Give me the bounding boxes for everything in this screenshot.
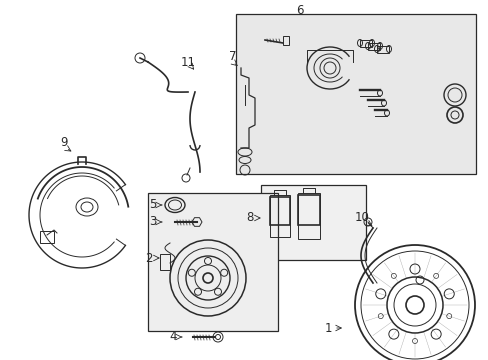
Bar <box>236 14 475 174</box>
Text: 6: 6 <box>296 4 303 17</box>
Bar <box>283 36 288 45</box>
Text: 1: 1 <box>324 321 331 334</box>
Bar <box>269 197 289 225</box>
Text: 7: 7 <box>229 50 236 63</box>
Bar <box>269 195 289 237</box>
Bar <box>261 185 365 260</box>
Bar <box>148 193 278 331</box>
Text: 10: 10 <box>354 211 368 225</box>
Text: 2: 2 <box>145 252 153 265</box>
Text: 9: 9 <box>60 136 68 149</box>
Bar <box>40 231 54 243</box>
Bar <box>367 43 379 50</box>
Bar <box>297 193 319 239</box>
Bar <box>297 195 319 225</box>
Text: 8: 8 <box>246 211 253 225</box>
Text: 11: 11 <box>180 55 195 68</box>
Text: 4: 4 <box>169 330 177 343</box>
Bar <box>376 46 388 53</box>
Text: 3: 3 <box>149 216 157 229</box>
Bar <box>359 40 371 47</box>
Bar <box>160 254 170 270</box>
Text: 5: 5 <box>149 198 157 211</box>
